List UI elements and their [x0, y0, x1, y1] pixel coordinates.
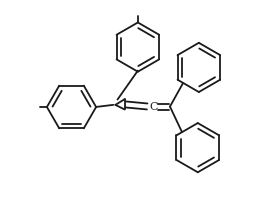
Text: C: C	[149, 102, 158, 111]
